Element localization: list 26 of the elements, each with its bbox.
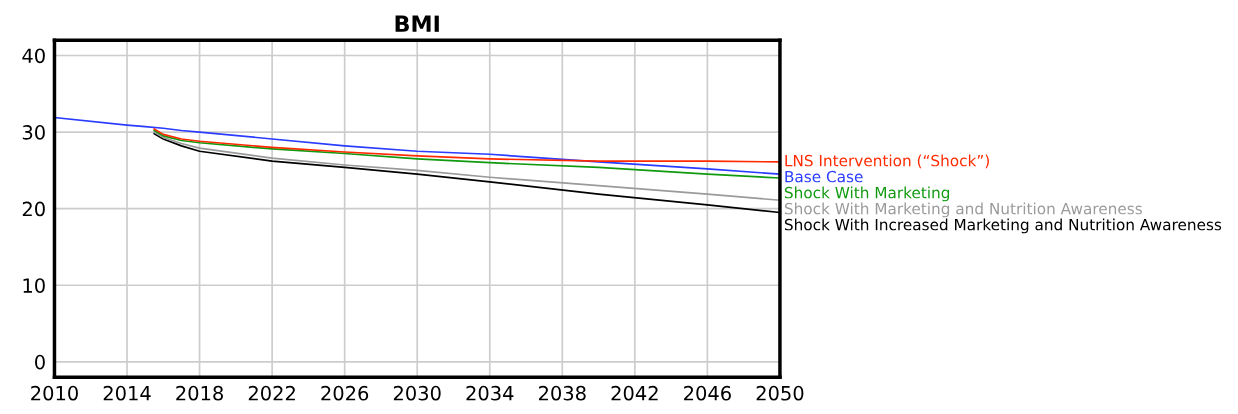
x-tick-label: 2022 (248, 385, 295, 401)
line-series (153, 131, 780, 202)
y-tick-label: 40 (22, 48, 45, 64)
y-tick-label: 0 (35, 354, 45, 370)
x-tick-label: 2038 (538, 385, 586, 401)
line-series (54, 116, 780, 176)
x-tick-label: 2030 (393, 385, 441, 401)
x-tick-label: 2042 (611, 385, 658, 401)
series-label: Base Case (785, 170, 863, 183)
chart-title: BMI (395, 15, 439, 32)
y-tick-label: 30 (22, 125, 45, 140)
series-label: Shock With Marketing and Nutrition Awareness (784, 202, 1142, 218)
series-label: LNS Intervention (“Shock”) (785, 154, 989, 169)
line-series (153, 129, 780, 179)
x-tick-label: 2018 (176, 385, 223, 401)
y-tick-label: 10 (23, 278, 45, 293)
x-tick-label: 2034 (466, 385, 514, 401)
x-tick-label: 2014 (103, 385, 151, 401)
series-label: Shock With Increased Marketing and Nutrition Awareness (784, 218, 1222, 234)
x-tick-label: 2010 (31, 385, 78, 401)
x-tick-label: 2026 (321, 385, 369, 401)
line-series (153, 128, 780, 163)
y-tick-label: 20 (22, 201, 45, 217)
x-tick-label: 2050 (756, 385, 804, 401)
x-tick-label: 2046 (684, 385, 731, 401)
series-label: Shock With Marketing (784, 186, 950, 202)
